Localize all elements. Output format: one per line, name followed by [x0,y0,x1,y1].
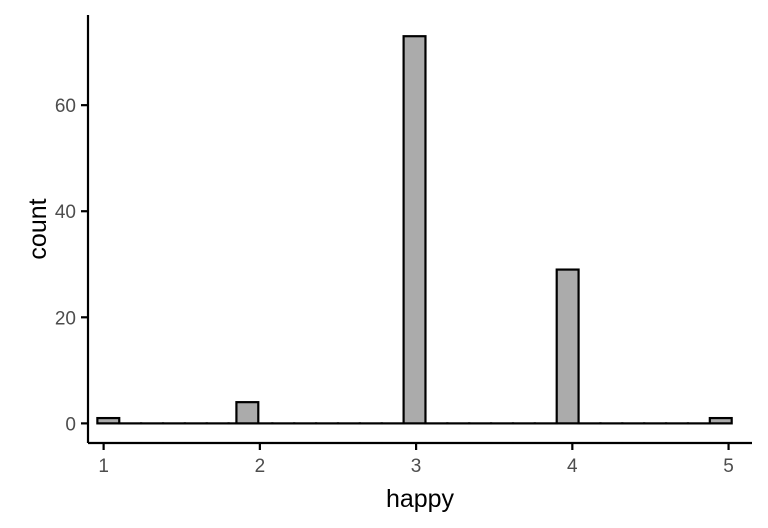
x-tick-label: 3 [411,456,422,477]
x-tick-label: 4 [567,456,578,477]
y-axis-title: count [24,198,52,259]
x-axis-title: happy [386,485,455,513]
histogram-bar-overlap-1 [235,401,260,425]
y-ticks: 0 20 40 60 [55,96,88,435]
x-tick-label: 5 [723,456,734,477]
y-tick-label: 60 [55,96,76,117]
histogram-bar-22 [555,268,580,425]
histogram-bar-29 [708,416,733,425]
y-tick-label: 20 [55,308,76,329]
histogram-bar-1 [96,416,121,425]
histogram-bars [96,35,733,425]
x-tick-label: 1 [98,456,109,477]
y-tick-label: 0 [65,414,76,435]
x-tick-label: 2 [255,456,266,477]
axes [86,15,752,445]
y-tick-label: 40 [55,202,76,223]
histogram-bar-15 [402,35,427,425]
x-ticks: 1 2 3 4 5 [98,443,734,477]
